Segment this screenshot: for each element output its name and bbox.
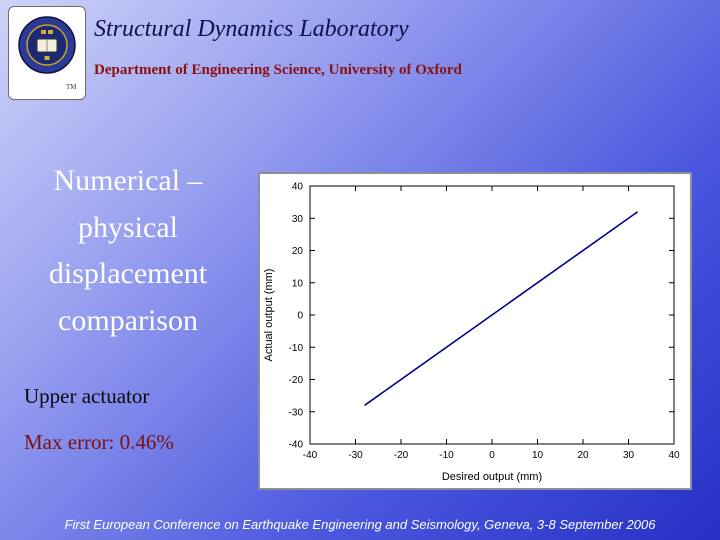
- y-tick-label: 40: [292, 182, 304, 193]
- displacement-comparison-plot: -40 -30 -20 -10 0 10 20 30 40 -40 -30 -20 -10 0 10 20 30…: [258, 172, 692, 490]
- x-axis-label: Desired output (mm): [442, 471, 542, 483]
- y-tick-label: 20: [292, 246, 304, 257]
- x-tick-label: 40: [668, 450, 680, 461]
- upper-actuator-label: Upper actuator: [24, 384, 150, 408]
- x-tick-label: 10: [532, 450, 544, 461]
- header-subtitle: Department of Engineering Science, Unive…: [94, 62, 462, 78]
- university-logo: TM: [8, 6, 86, 100]
- y-tick-label: 10: [292, 278, 304, 289]
- y-tick-label: 0: [297, 311, 303, 322]
- x-tick-label: 20: [577, 450, 589, 461]
- max-error-label: Max error: 0.46%: [24, 430, 174, 454]
- x-tick-label: -20: [394, 450, 409, 461]
- y-axis-label: Actual output (mm): [263, 269, 275, 362]
- slide-title-line-4: comparison: [58, 303, 198, 337]
- conference-footer: First European Conference on Earthquake …: [64, 517, 656, 532]
- x-tick-label: -30: [348, 450, 363, 461]
- data-line: [364, 211, 639, 406]
- slide-title-line-1: Numerical –: [53, 164, 203, 197]
- y-tick-label: 30: [292, 214, 304, 225]
- y-tick-label: -20: [289, 375, 304, 386]
- x-tick-label: -40: [303, 450, 318, 461]
- chart-svg: -40 -30 -20 -10 0 10 20 30 40 -40 -30 -20 -10 0 10 20 30…: [263, 182, 680, 484]
- y-tick-label: -40: [289, 440, 304, 451]
- slide-title: Numerical – physical displacement compar…: [4, 158, 252, 344]
- x-tick-label: 30: [623, 450, 635, 461]
- y-tick-label: -30: [289, 407, 304, 418]
- slide-title-line-2: physical: [78, 210, 178, 244]
- x-tick-label: -10: [439, 450, 454, 461]
- slide-title-line-3: displacement: [48, 257, 208, 290]
- x-tick-label: 0: [489, 450, 495, 461]
- trademark-label: TM: [66, 83, 77, 91]
- y-tick-label: -10: [289, 343, 304, 354]
- header-title: Structural Dynamics Laboratory: [94, 16, 409, 42]
- oxford-crest-icon: TM: [18, 16, 77, 91]
